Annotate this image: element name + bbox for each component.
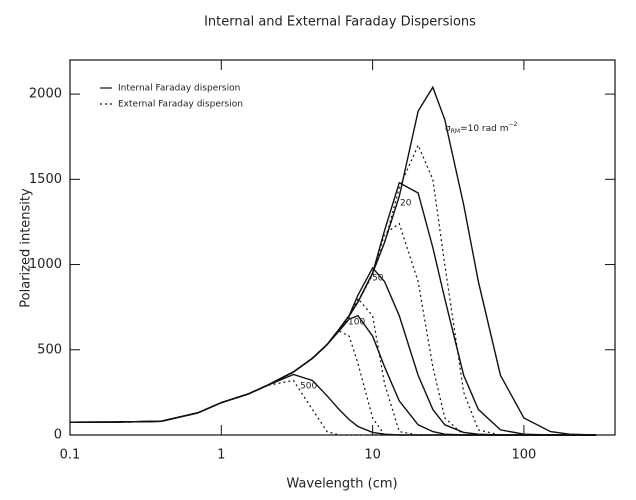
data-line [69, 314, 597, 436]
curve-label: σRM=10 rad m−2 [445, 121, 518, 135]
x-tick-label: 1 [217, 448, 225, 463]
label-symbol: σ [445, 124, 451, 134]
y-tick-label: 0 [54, 428, 62, 443]
curve-label: 500 [300, 382, 317, 392]
data-line [69, 143, 597, 436]
label-superscript: −2 [509, 121, 518, 128]
curve-label: 20 [400, 199, 412, 209]
x-tick-label: 0.1 [60, 448, 81, 463]
data-line [69, 297, 597, 436]
data-line [69, 181, 597, 436]
x-tick-label: 10 [364, 448, 381, 463]
chart-title: Internal and External Faraday Dispersion… [204, 15, 476, 30]
data-line [69, 330, 597, 436]
y-tick-label: 1500 [29, 172, 62, 187]
y-tick-label: 2000 [29, 87, 62, 102]
data-line [69, 379, 597, 436]
curve-label: 100 [348, 318, 365, 328]
x-tick-label: 100 [511, 448, 536, 463]
x-axis-label: Wavelength (cm) [286, 477, 397, 492]
y-tick-label: 500 [37, 342, 62, 357]
label-subscript: RM [451, 128, 460, 135]
plot-frame [69, 59, 616, 436]
curve-label: 50 [372, 274, 384, 284]
y-tick-label: 1000 [29, 257, 62, 272]
data-line [69, 85, 597, 436]
data-line [69, 266, 597, 436]
legend-label: Internal Faraday dispersion [118, 84, 240, 94]
y-axis-label: Polarized intensity [19, 188, 34, 308]
legend-label: External Faraday dispersion [118, 100, 243, 110]
label-text: =10 rad m [460, 124, 508, 134]
